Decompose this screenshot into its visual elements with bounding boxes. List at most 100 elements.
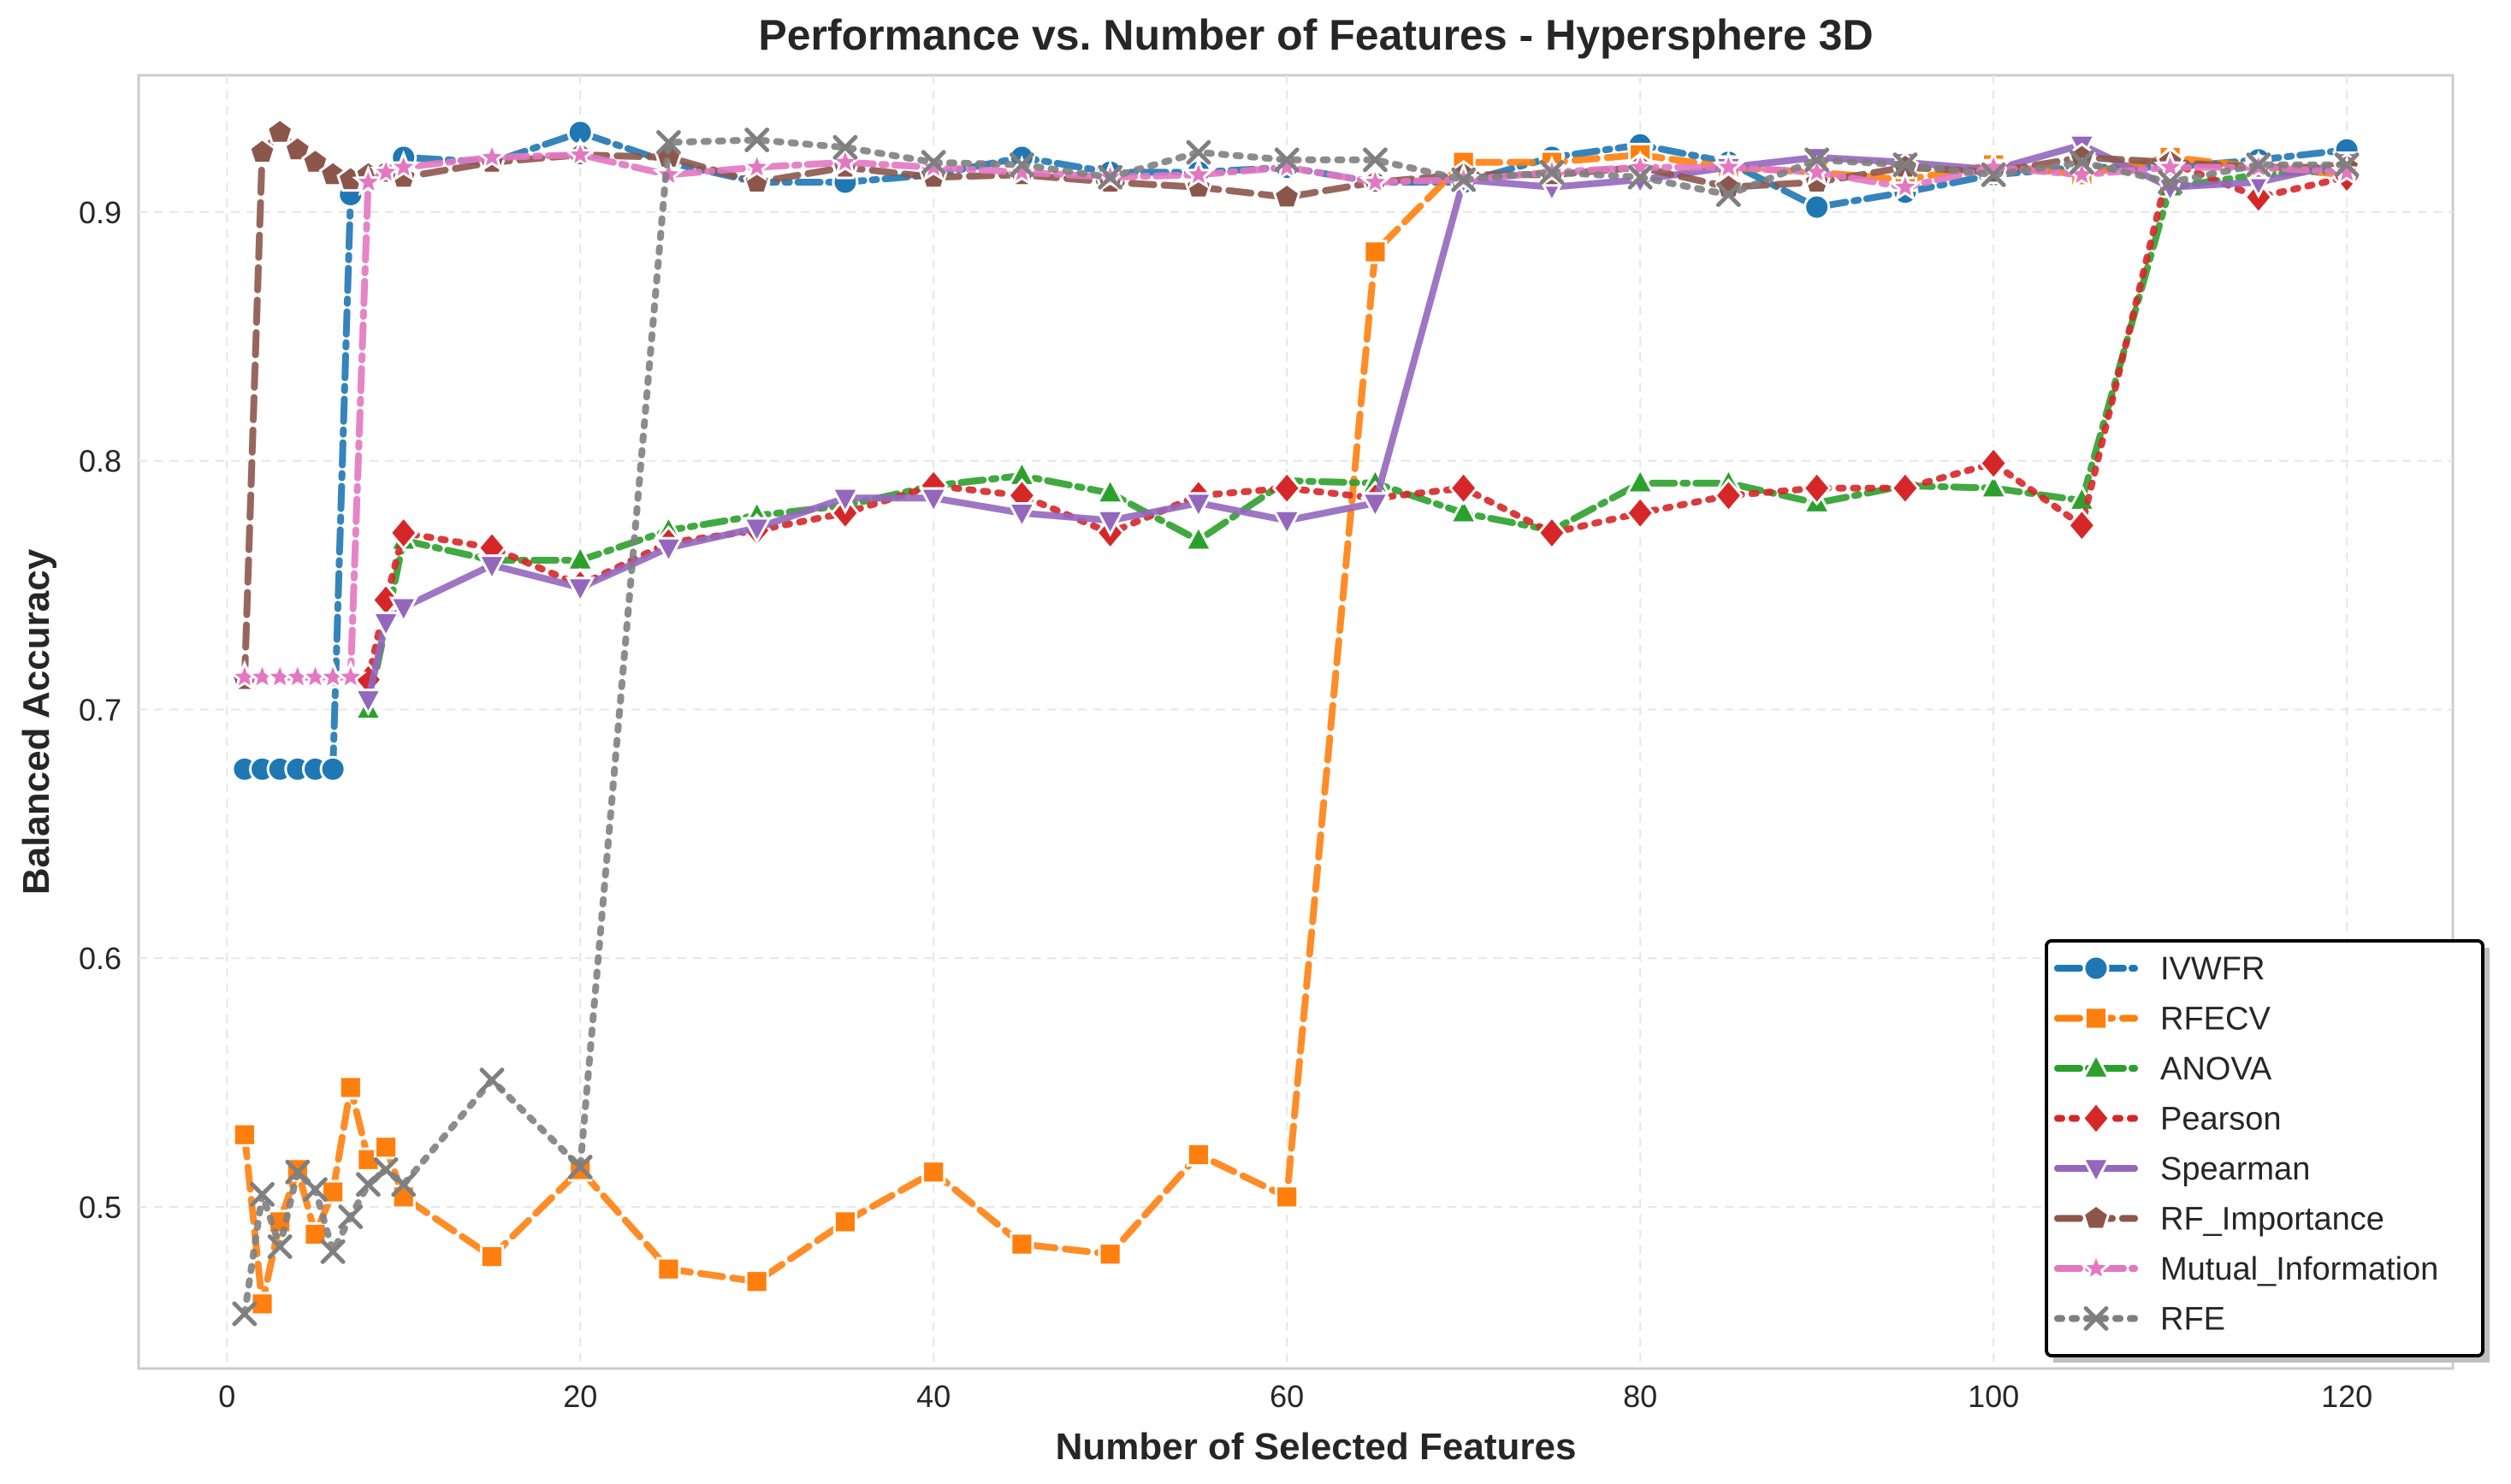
legend-marker-pearson [2081, 1100, 2111, 1137]
x-tick-label-0: 0 [218, 1379, 235, 1414]
series-line-anova [364, 166, 2351, 713]
data-point-rfe-14 [832, 134, 858, 160]
data-point-rfe-22 [1539, 160, 1565, 185]
data-point-pearson-2 [388, 515, 419, 551]
y-tick-label-2: 0.7 [79, 692, 121, 727]
data-point-mutual-information-29 [2153, 150, 2187, 181]
data-point-rfecv-17 [1098, 1242, 1122, 1267]
legend-label-spearman: Spearman [2160, 1151, 2310, 1187]
grid [139, 75, 2453, 1369]
data-point-pearson-20 [1978, 446, 2009, 482]
legend-marker-spearman [2081, 1157, 2111, 1185]
data-point-rfecv-20 [1363, 239, 1388, 264]
data-point-mutual-information-18 [1181, 157, 1216, 189]
legend-item-anova: ANOVA [2054, 1051, 2272, 1087]
legend-marker-mutual-information [2079, 1250, 2113, 1283]
legend-label-anova: ANOVA [2160, 1051, 2272, 1087]
legend-item-ivwfr: IVWFR [2054, 951, 2265, 987]
data-point-rfe-1 [250, 1182, 275, 1207]
data-point-rfe-31 [2334, 152, 2360, 178]
data-point-rfe-2 [267, 1234, 293, 1259]
data-point-mutual-information-26 [1888, 169, 1922, 202]
x-tick-label-20: 20 [563, 1379, 597, 1414]
data-point-rfe-25 [1804, 147, 1830, 173]
data-point-rfe-29 [2158, 169, 2183, 195]
data-point-mutual-information-11 [563, 137, 597, 169]
data-point-rfe-13 [744, 127, 770, 152]
data-point-pearson-18 [1802, 470, 1833, 506]
data-point-rfe-15 [921, 150, 946, 175]
data-point-mutual-information-23 [1623, 150, 1657, 181]
data-point-mutual-information-20 [1359, 164, 1392, 197]
data-point-pearson-21 [2067, 507, 2097, 543]
data-point-rfecv-16 [1010, 1232, 1034, 1256]
data-point-spearman-13 [1360, 492, 1390, 520]
data-point-rfe-6 [338, 1204, 364, 1230]
data-point-rfecv-13 [744, 1269, 769, 1294]
legend-label-rfe: RFE [2160, 1302, 2225, 1338]
data-point-spearman-11 [1183, 492, 1214, 520]
data-point-rfecv-10 [479, 1245, 505, 1269]
data-point-rf-importance-19 [1272, 182, 1301, 210]
legend-marker-rfecv [2083, 1006, 2109, 1031]
y-tick-label-1: 0.6 [79, 941, 121, 976]
data-point-rfecv-8 [373, 1135, 399, 1160]
data-point-spearman-0 [353, 689, 383, 717]
data-point-pearson-12 [1271, 470, 1302, 506]
data-point-ivwfr-5 [319, 755, 346, 783]
data-point-rfe-4 [303, 1177, 328, 1203]
data-point-rfe-24 [1716, 182, 1741, 207]
data-point-rfe-11 [567, 1155, 593, 1180]
legend-box [2045, 939, 2484, 1357]
data-point-mutual-information-9 [387, 150, 420, 181]
data-point-rfecv-18 [1186, 1142, 1211, 1168]
data-point-rfe-26 [1892, 152, 1918, 178]
data-point-spearman-12 [1271, 509, 1302, 537]
data-point-rfecv-6 [338, 1075, 363, 1100]
data-point-mutual-information-10 [475, 139, 509, 172]
data-point-pearson-15 [1537, 515, 1567, 551]
data-point-anova-15 [1625, 466, 1655, 494]
data-point-mutual-information-6 [334, 659, 368, 692]
series-layer [228, 117, 2364, 1327]
data-point-rf-importance-4 [301, 147, 329, 174]
data-point-pearson-16 [1625, 495, 1655, 531]
legend-marker-anova [2081, 1051, 2111, 1079]
data-point-rfecv-19 [1275, 1185, 1300, 1209]
data-point-spearman-1 [370, 611, 401, 639]
legend-marker-rf-importance [2082, 1203, 2111, 1231]
data-point-rfe-28 [2069, 150, 2094, 175]
data-point-rfe-10 [479, 1067, 505, 1093]
data-point-rf-importance-1 [248, 137, 276, 165]
data-point-rfe-27 [1981, 162, 2006, 187]
data-point-pearson-19 [1890, 470, 1921, 506]
data-point-spearman-6 [742, 517, 772, 545]
legend-label-mutual-information: Mutual_Information [2160, 1251, 2438, 1287]
legend-item-pearson: Pearson [2054, 1100, 2282, 1138]
data-point-spearman-10 [1095, 509, 1125, 537]
legend-item-spearman: Spearman [2054, 1151, 2310, 1187]
data-point-rfecv-0 [232, 1122, 257, 1147]
y-axis-label: Balanced Accuracy [15, 548, 57, 895]
data-point-anova-10 [1183, 523, 1214, 552]
data-point-rfe-18 [1186, 139, 1211, 165]
data-point-spearman-4 [566, 576, 595, 605]
data-point-anova-13 [1448, 496, 1478, 524]
data-point-rfe-19 [1274, 147, 1300, 173]
data-point-spearman-9 [1007, 502, 1037, 530]
data-point-spearman-3 [477, 554, 507, 582]
data-point-rfe-21 [1451, 167, 1477, 192]
data-point-rfecv-15 [921, 1160, 946, 1185]
x-tick-label-40: 40 [916, 1379, 951, 1414]
data-point-rfe-5 [320, 1239, 346, 1264]
data-point-mutual-information-31 [2330, 155, 2364, 186]
data-point-rf-importance-2 [265, 117, 294, 145]
data-point-mutual-information-24 [1712, 150, 1745, 181]
legend-item-mutual-information: Mutual_Information [2054, 1250, 2438, 1287]
legend-item-rfecv: RFECV [2054, 1002, 2271, 1038]
axis-ticks: 0 20 40 60 80 100 120 0.5 0.6 0.7 0.8 0.9 [79, 195, 2372, 1414]
y-tick-label-4: 0.9 [79, 195, 121, 230]
x-tick-label-80: 80 [1623, 1379, 1657, 1414]
data-point-rfecv-12 [656, 1256, 681, 1281]
